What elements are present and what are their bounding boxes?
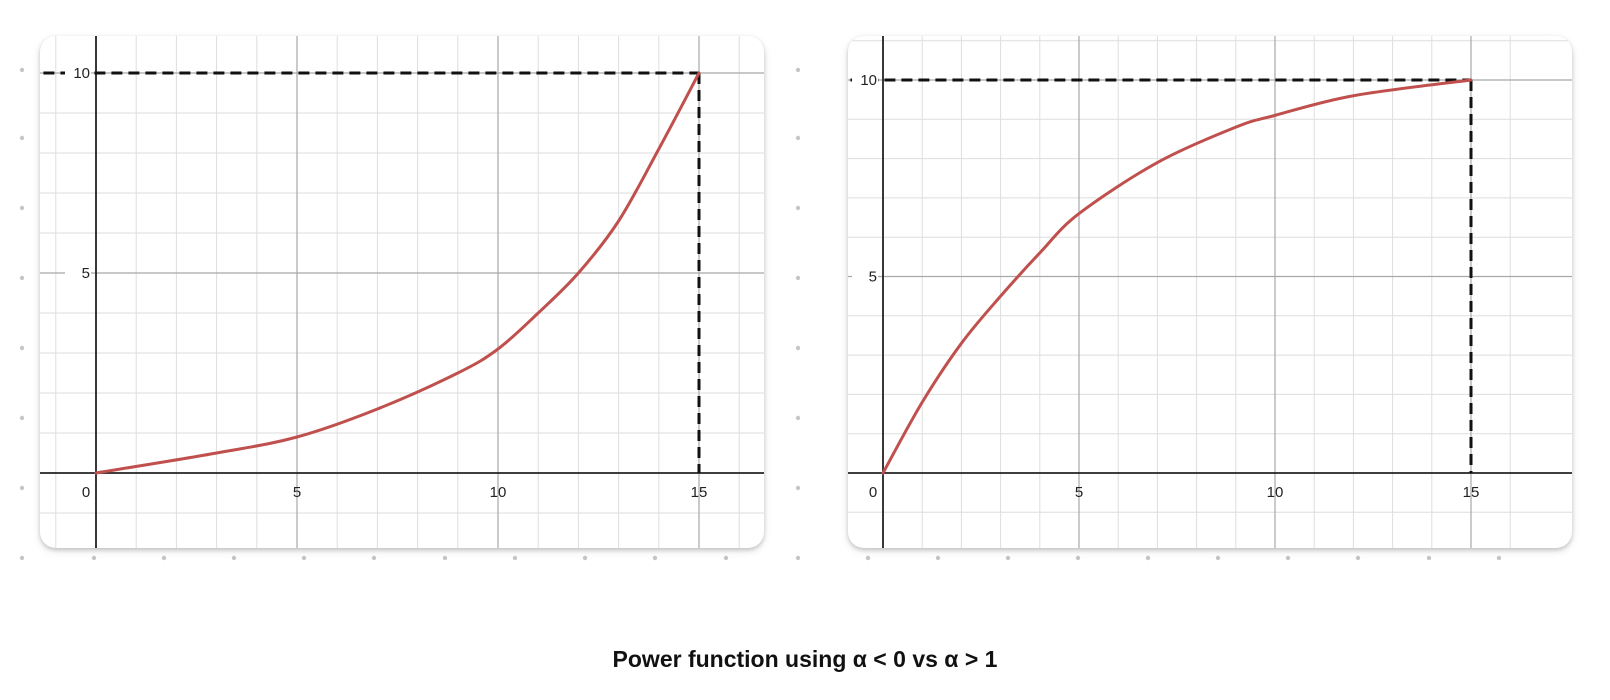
background-dot bbox=[795, 485, 801, 491]
background-dot bbox=[795, 135, 801, 141]
background-dot bbox=[512, 555, 518, 561]
y-tick-label-backdrop bbox=[65, 263, 91, 283]
background-dot bbox=[652, 555, 658, 561]
background-dot bbox=[19, 275, 25, 281]
background-dot bbox=[935, 555, 941, 561]
background-dot bbox=[19, 67, 25, 73]
y-tick-label-backdrop bbox=[852, 70, 878, 90]
caption-prefix: Power function using bbox=[612, 646, 853, 672]
background-dot bbox=[865, 555, 871, 561]
background-dot bbox=[795, 67, 801, 73]
y-tick-label-backdrop bbox=[852, 266, 878, 287]
background-dot bbox=[231, 555, 237, 561]
background-dot bbox=[1145, 555, 1151, 561]
y-tick-label: 10 bbox=[73, 65, 90, 82]
x-tick-label: 10 bbox=[1267, 484, 1284, 501]
y-tick-label-backdrop bbox=[65, 63, 91, 83]
background-dot bbox=[795, 275, 801, 281]
chart-panel-left: 0 5 10 15 5 10 bbox=[40, 36, 764, 548]
x-tick-label: 5 bbox=[293, 484, 301, 501]
x-tick-label: 0 bbox=[82, 484, 90, 501]
background-dot bbox=[795, 205, 801, 211]
x-tick-label: 15 bbox=[691, 484, 708, 501]
x-tick-label: 5 bbox=[1075, 484, 1083, 501]
curve-series bbox=[881, 78, 1473, 475]
background-dot bbox=[161, 555, 167, 561]
y-tick-label: 5 bbox=[869, 269, 877, 286]
figure-caption: Power function using α < 0 vs α > 1 bbox=[0, 646, 1610, 673]
background-dot bbox=[723, 555, 729, 561]
background-dot bbox=[582, 555, 588, 561]
background-dot bbox=[19, 485, 25, 491]
background-dot bbox=[442, 555, 448, 561]
background-dot bbox=[19, 205, 25, 211]
caption-middle: < 0 vs bbox=[866, 646, 945, 672]
background-dot bbox=[795, 345, 801, 351]
x-tick-label: 0 bbox=[869, 484, 877, 501]
x-tick-label: 15 bbox=[1463, 484, 1480, 501]
background-dot bbox=[19, 555, 25, 561]
chart-panel-right: 0 5 10 15 5 10 bbox=[848, 36, 1572, 548]
background-dot bbox=[1355, 555, 1361, 561]
y-tick-label: 10 bbox=[860, 72, 877, 89]
chart-right-plot: 0 5 10 15 5 10 bbox=[848, 36, 1572, 548]
curve-series bbox=[94, 71, 701, 475]
background-dot bbox=[1285, 555, 1291, 561]
caption-alpha-symbol: α bbox=[852, 646, 867, 672]
background-dot bbox=[19, 345, 25, 351]
background-dot bbox=[1426, 555, 1432, 561]
y-tick-label: 5 bbox=[82, 265, 90, 282]
background-dot bbox=[795, 415, 801, 421]
background-dot bbox=[371, 555, 377, 561]
background-dot bbox=[1075, 555, 1081, 561]
background-dot bbox=[19, 415, 25, 421]
background-dot bbox=[301, 555, 307, 561]
chart-left-plot: 0 5 10 15 5 10 bbox=[40, 36, 764, 548]
caption-alpha-symbol-2: α bbox=[944, 646, 959, 672]
caption-suffix: > 1 bbox=[958, 646, 998, 672]
background-dot bbox=[795, 555, 801, 561]
background-dot bbox=[91, 555, 97, 561]
background-dot bbox=[1005, 555, 1011, 561]
background-dot bbox=[19, 135, 25, 141]
background-dot bbox=[1496, 555, 1502, 561]
x-tick-label: 10 bbox=[490, 484, 507, 501]
background-dot bbox=[1215, 555, 1221, 561]
